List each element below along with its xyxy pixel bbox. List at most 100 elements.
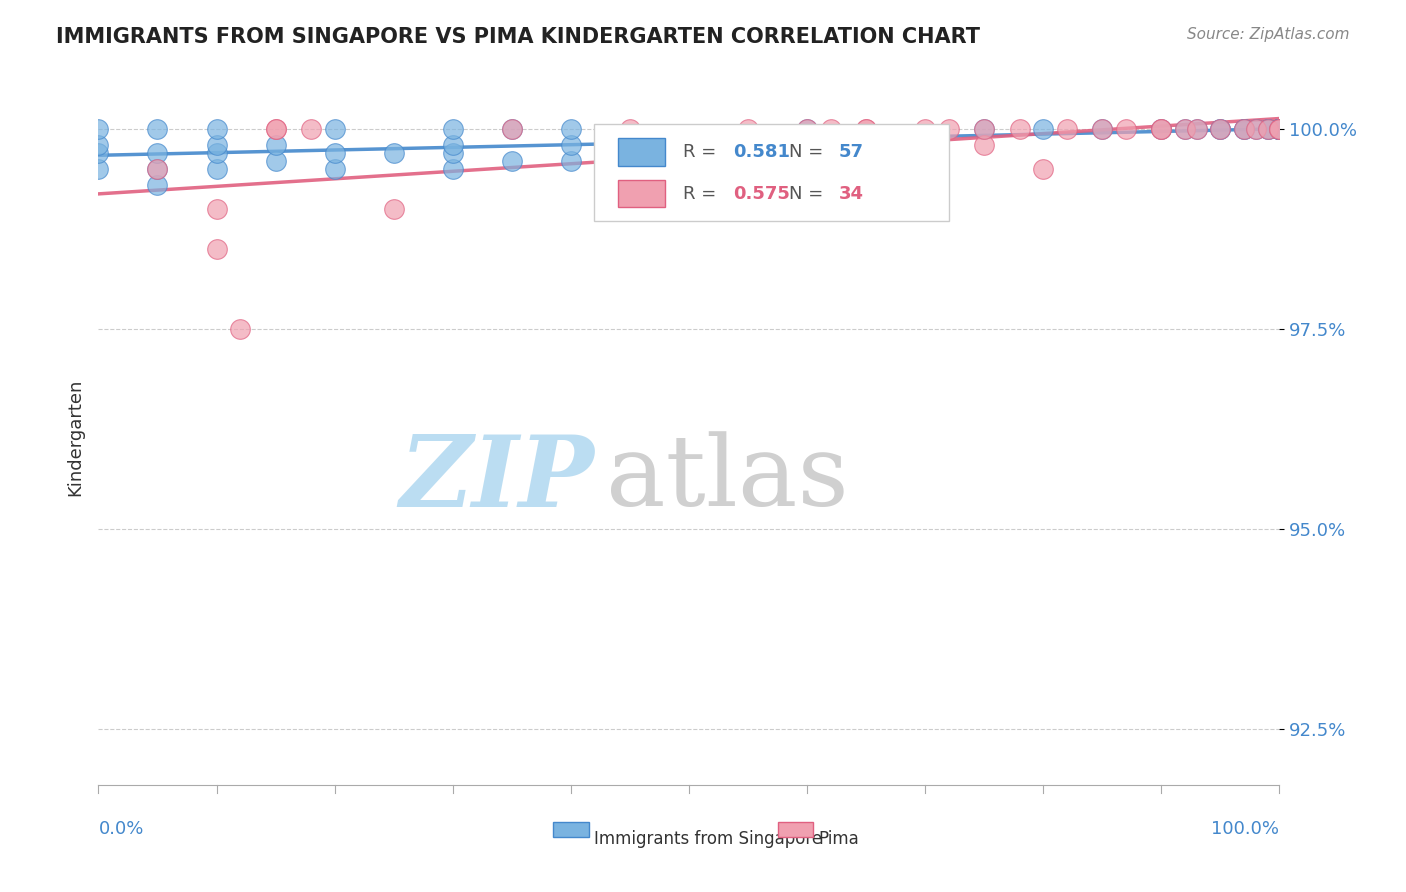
Text: Immigrants from Singapore: Immigrants from Singapore — [595, 830, 823, 848]
Point — [441, 146, 464, 161]
Point — [1244, 122, 1267, 136]
Point — [855, 122, 877, 136]
Point — [87, 162, 110, 177]
Text: ZIP: ZIP — [399, 431, 595, 527]
Point — [855, 138, 877, 153]
Point — [796, 122, 818, 136]
Point — [299, 122, 322, 136]
Point — [1091, 122, 1114, 136]
Point — [441, 122, 464, 136]
Point — [1268, 122, 1291, 136]
Point — [323, 122, 346, 136]
Point — [1032, 162, 1054, 177]
Point — [1209, 122, 1232, 136]
Point — [914, 122, 936, 136]
Y-axis label: Kindergarten: Kindergarten — [66, 378, 84, 496]
Point — [796, 122, 818, 136]
Point — [1268, 122, 1291, 136]
Point — [820, 122, 842, 136]
Bar — [553, 822, 589, 837]
Bar — [619, 138, 665, 166]
Point — [855, 122, 877, 136]
Point — [1268, 122, 1291, 136]
Point — [1185, 122, 1208, 136]
Point — [1185, 122, 1208, 136]
Point — [205, 162, 228, 177]
Text: IMMIGRANTS FROM SINGAPORE VS PIMA KINDERGARTEN CORRELATION CHART: IMMIGRANTS FROM SINGAPORE VS PIMA KINDER… — [56, 27, 980, 46]
Bar — [778, 822, 813, 837]
Point — [560, 138, 582, 153]
Point — [560, 154, 582, 169]
Point — [1257, 122, 1279, 136]
Point — [87, 138, 110, 153]
Text: Source: ZipAtlas.com: Source: ZipAtlas.com — [1187, 27, 1350, 42]
Bar — [619, 179, 665, 208]
Point — [1091, 122, 1114, 136]
Point — [264, 138, 287, 153]
Point — [382, 202, 405, 216]
Point — [441, 162, 464, 177]
Point — [1233, 122, 1256, 136]
Point — [1209, 122, 1232, 136]
Point — [1268, 122, 1291, 136]
Point — [1008, 122, 1031, 136]
Point — [619, 122, 641, 136]
Point — [1268, 122, 1291, 136]
Point — [1268, 122, 1291, 136]
Point — [938, 122, 960, 136]
Text: 57: 57 — [839, 143, 863, 161]
Text: 0.0%: 0.0% — [98, 820, 143, 838]
Point — [973, 138, 995, 153]
Point — [264, 122, 287, 136]
Point — [973, 122, 995, 136]
Point — [264, 122, 287, 136]
Point — [560, 122, 582, 136]
Point — [1268, 122, 1291, 136]
Point — [205, 242, 228, 256]
Point — [1056, 122, 1078, 136]
Text: N =: N = — [789, 143, 830, 161]
Point — [1115, 122, 1137, 136]
Text: 0.581: 0.581 — [733, 143, 790, 161]
Point — [1244, 122, 1267, 136]
Point — [205, 146, 228, 161]
Point — [205, 138, 228, 153]
Point — [1233, 122, 1256, 136]
Point — [1268, 122, 1291, 136]
Point — [1150, 122, 1173, 136]
Point — [1174, 122, 1197, 136]
Point — [205, 202, 228, 216]
Text: N =: N = — [789, 185, 830, 202]
Text: 34: 34 — [839, 185, 863, 202]
Point — [146, 122, 169, 136]
Point — [1268, 122, 1291, 136]
Point — [229, 322, 252, 336]
Point — [1268, 122, 1291, 136]
Point — [796, 138, 818, 153]
Point — [146, 146, 169, 161]
Point — [146, 178, 169, 193]
Text: atlas: atlas — [606, 431, 849, 526]
Point — [737, 146, 759, 161]
Text: R =: R = — [683, 143, 723, 161]
Point — [1150, 122, 1173, 136]
Point — [1268, 122, 1291, 136]
Point — [914, 130, 936, 145]
Text: Pima: Pima — [818, 830, 859, 848]
Point — [87, 146, 110, 161]
Point — [1257, 122, 1279, 136]
Text: 0.575: 0.575 — [733, 185, 790, 202]
Point — [973, 122, 995, 136]
Point — [1268, 122, 1291, 136]
Point — [1174, 122, 1197, 136]
Point — [737, 122, 759, 136]
Point — [146, 162, 169, 177]
Point — [323, 146, 346, 161]
Point — [678, 138, 700, 153]
Point — [1150, 122, 1173, 136]
Point — [1032, 122, 1054, 136]
Point — [501, 154, 523, 169]
FancyBboxPatch shape — [595, 124, 949, 221]
Text: R =: R = — [683, 185, 723, 202]
Point — [1268, 122, 1291, 136]
